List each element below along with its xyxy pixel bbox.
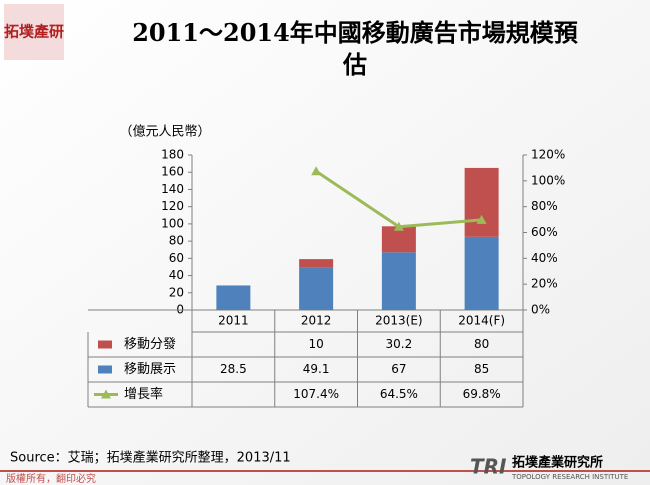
y2-tick-label: 80% <box>531 199 558 213</box>
table-value: 107.4% <box>293 387 339 401</box>
y-tick-label: 140 <box>161 182 184 196</box>
bar <box>299 267 334 310</box>
y-tick-label: 100 <box>161 216 184 230</box>
table-value: 64.5% <box>380 387 418 401</box>
table-value: 85 <box>474 362 489 376</box>
legend-label: 移動分發 <box>124 337 176 352</box>
y-tick-label: 60 <box>169 251 184 265</box>
footer-line <box>0 470 650 472</box>
bar <box>299 259 334 268</box>
x-tick-label: 2014(F) <box>458 314 505 328</box>
legend-label: 增長率 <box>124 386 163 402</box>
x-tick-label: 2011 <box>218 314 249 328</box>
x-tick-label: 2013(E) <box>375 314 422 328</box>
y2-tick-label: 60% <box>531 225 558 239</box>
y2-tick-label: 120% <box>531 148 565 162</box>
y-tick-label: 180 <box>161 148 184 162</box>
bar <box>381 252 416 310</box>
y2-tick-label: 40% <box>531 251 558 265</box>
y-axis-label: （億元人民幣） <box>119 124 210 140</box>
legend-key <box>101 389 111 399</box>
y-tick-label: 40 <box>169 268 184 282</box>
table-value: 28.5 <box>220 362 247 376</box>
legend-key <box>98 365 112 374</box>
marker <box>476 214 487 224</box>
table-value: 69.8% <box>463 387 501 401</box>
logo: 拓墣產研 <box>4 23 64 41</box>
y-tick-label: 160 <box>161 165 184 179</box>
marker <box>393 221 404 231</box>
logo-box <box>4 4 64 60</box>
chart-title: 2011～2014年中國移動廣告市場規模預估 <box>132 18 579 79</box>
marker <box>311 166 322 176</box>
bar <box>464 167 499 237</box>
y2-tick-label: 20% <box>531 277 558 291</box>
table-value: 80 <box>474 337 489 351</box>
y-tick-label: 20 <box>169 285 184 299</box>
legend-key <box>98 340 112 349</box>
legend-label: 移動展示 <box>124 362 176 377</box>
table-value: 30.2 <box>386 337 413 351</box>
source: Source：艾瑞；拓墣產業研究所整理，2013/11 <box>10 450 291 466</box>
y2-tick-label: 100% <box>531 173 565 187</box>
brand-en: TOPOLOGY RESEARCH INSTITUTE <box>511 473 628 481</box>
brand-mark: TRI <box>470 455 507 479</box>
x-tick-label: 2012 <box>301 314 332 328</box>
table-value: 67 <box>391 362 406 376</box>
y2-tick-label: 0% <box>531 303 550 317</box>
copyright: 版權所有，翻印必究 <box>6 472 96 485</box>
brand: 拓墣產業研究所 <box>512 455 603 471</box>
y-tick-label: 80 <box>169 234 184 248</box>
table-value: 49.1 <box>303 362 330 376</box>
bar <box>216 285 251 310</box>
y-tick-label: 120 <box>161 199 184 213</box>
bar <box>464 236 499 310</box>
table-value: 10 <box>308 337 323 351</box>
